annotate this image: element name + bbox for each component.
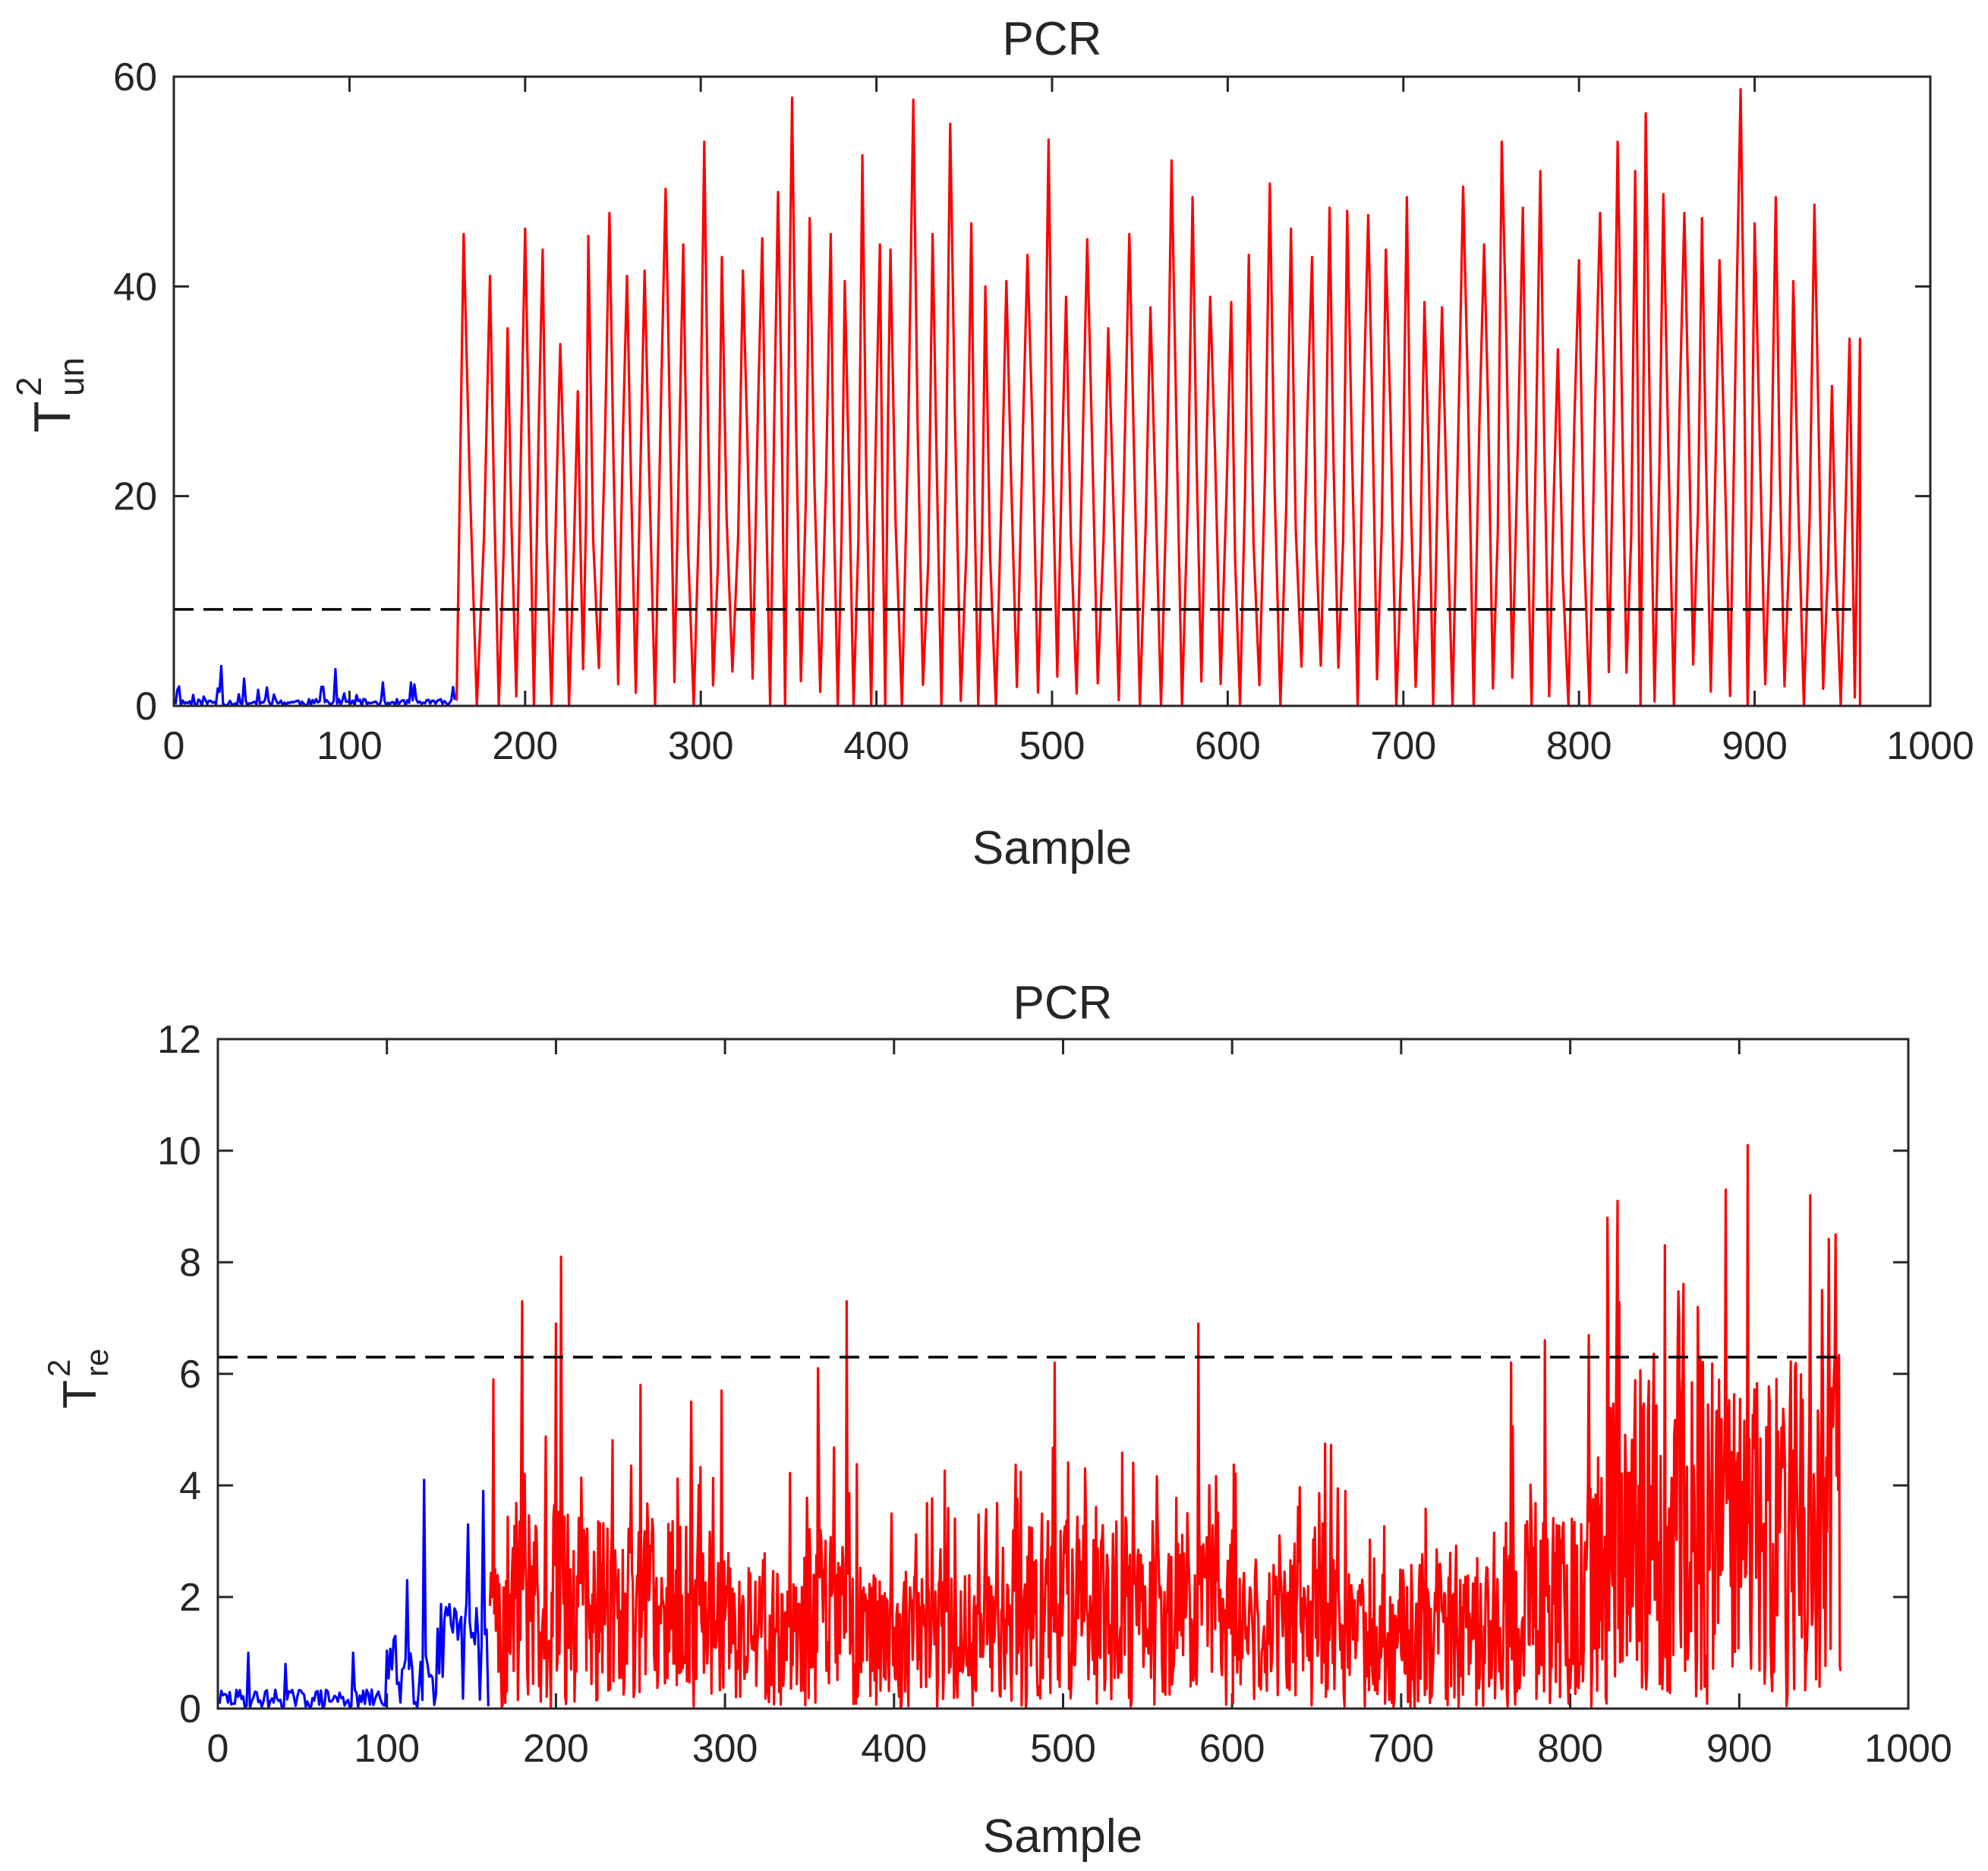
x-tick-label: 1000	[1886, 724, 1974, 768]
top-chart-fault-series-line	[455, 88, 1861, 707]
x-tick-label: 300	[668, 724, 734, 768]
y-tick-label: 2	[179, 1576, 201, 1620]
top-chart-y-tick-labels: 0 20 40 60	[113, 55, 157, 729]
x-tick-label: 100	[354, 1727, 420, 1771]
x-tick-label: 1000	[1864, 1727, 1952, 1771]
top-chart-title: PCR	[1003, 13, 1102, 65]
bottom-chart-y-axis-base: T	[54, 1380, 106, 1409]
x-tick-label: 900	[1706, 1727, 1772, 1771]
x-tick-label: 300	[692, 1727, 758, 1771]
x-tick-label: 200	[492, 724, 558, 768]
x-tick-label: 0	[163, 724, 185, 768]
y-tick-label: 20	[113, 475, 157, 519]
bottom-chart-y-tick-labels: 0 2 4 6 8 10 12	[157, 1018, 201, 1731]
bottom-chart-axes-box	[216, 1038, 1910, 1710]
x-tick-label: 800	[1537, 1727, 1603, 1771]
top-chart: PCR 0 100 200 300 400 500 600 700 800 900 1000 020…	[9, 13, 1974, 874]
x-tick-label: 900	[1722, 724, 1788, 768]
top-chart-series	[174, 88, 1861, 707]
top-chart-y-axis-base: T	[24, 401, 81, 433]
y-tick-label: 0	[135, 685, 157, 729]
bottom-chart-y-axis-title: T 2 re	[41, 1349, 115, 1409]
top-chart-y-axis-sub: un	[52, 358, 91, 396]
x-tick-label: 600	[1199, 1727, 1265, 1771]
x-tick-label: 400	[861, 1727, 927, 1771]
bottom-chart-normal-series-line	[218, 1479, 490, 1710]
top-chart-y-axis-title: T 2 un	[9, 358, 91, 433]
bottom-chart-x-axis-title: Sample	[983, 1810, 1142, 1863]
y-tick-label: 60	[113, 55, 157, 99]
bottom-chart-series	[218, 1144, 1842, 1710]
bottom-chart-y-axis-sub: re	[79, 1349, 115, 1377]
x-tick-label: 100	[317, 724, 383, 768]
y-tick-label: 4	[179, 1464, 201, 1508]
x-tick-label: 200	[523, 1727, 589, 1771]
x-tick-label: 500	[1030, 1727, 1096, 1771]
x-tick-label: 500	[1019, 724, 1085, 768]
top-chart-x-axis-title: Sample	[972, 822, 1132, 874]
bottom-chart-fault-series-line	[488, 1144, 1842, 1710]
y-tick-label: 40	[113, 265, 157, 309]
top-chart-x-tick-labels: 0 100 200 300 400 500 600 700 800 900 1000	[163, 724, 1974, 768]
bottom-chart: PCR 0 100 200 300 400 500 600 700 800 900 1000 0 2 4…	[41, 977, 1952, 1863]
top-chart-axes-box	[172, 75, 1932, 707]
y-tick-label: 6	[179, 1353, 201, 1397]
x-tick-label: 600	[1195, 724, 1261, 768]
bottom-chart-x-tick-labels: 0 100 200 300 400 500 600 700 800 900 1000	[207, 1727, 1952, 1771]
bottom-chart-title: PCR	[1013, 977, 1113, 1029]
top-chart-y-axis-sup: 2	[9, 376, 49, 396]
y-tick-label: 10	[157, 1129, 201, 1173]
bottom-chart-y-axis-sup: 2	[41, 1359, 77, 1377]
x-tick-label: 400	[843, 724, 909, 768]
x-tick-label: 0	[207, 1727, 229, 1771]
y-tick-label: 0	[179, 1687, 201, 1731]
y-tick-label: 12	[157, 1018, 201, 1062]
y-tick-label: 8	[179, 1241, 201, 1285]
x-tick-label: 700	[1370, 724, 1436, 768]
x-tick-label: 700	[1369, 1727, 1435, 1771]
top-chart-normal-series-line	[174, 664, 456, 707]
x-tick-label: 800	[1546, 724, 1612, 768]
